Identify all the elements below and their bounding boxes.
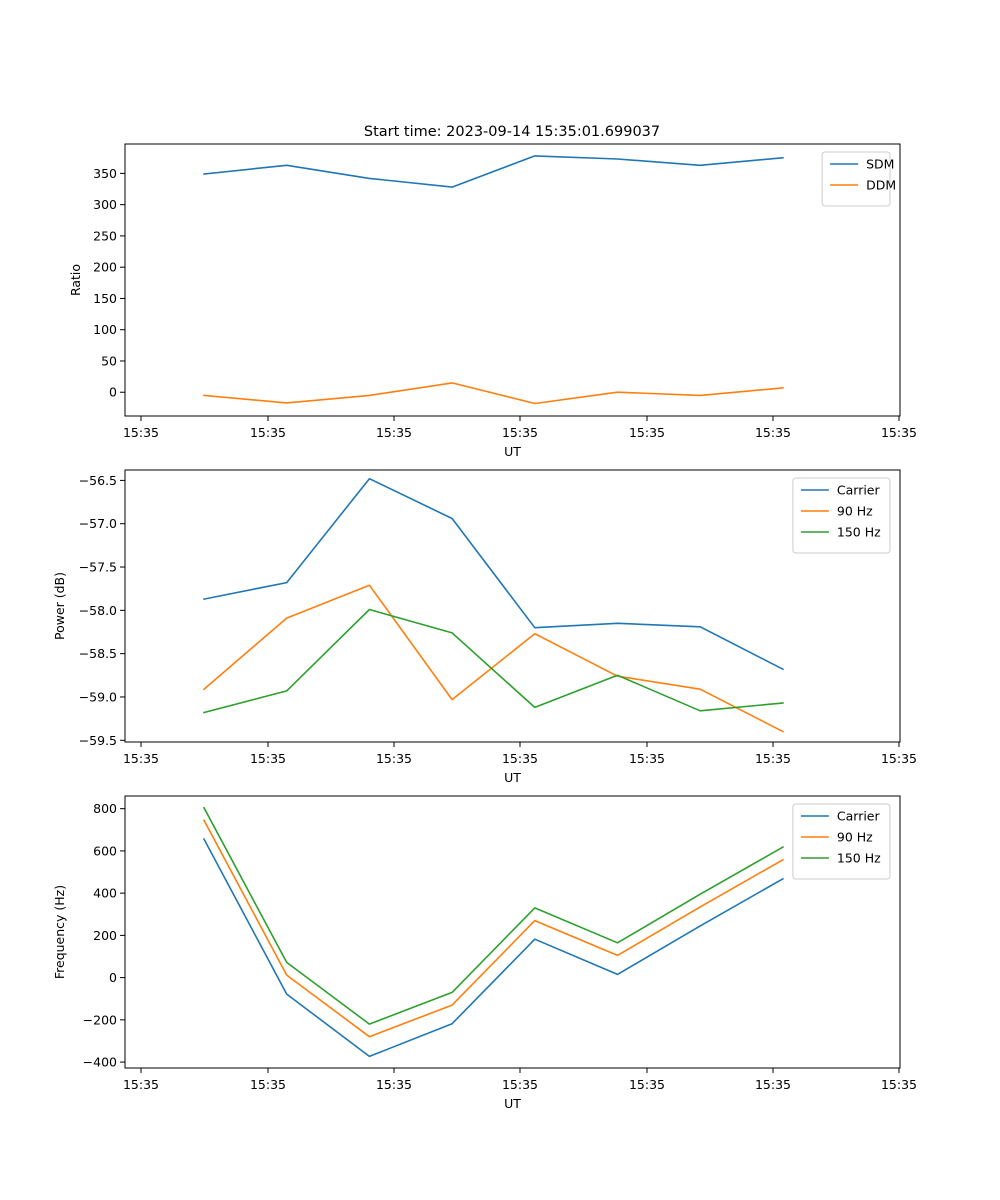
axes-frame xyxy=(124,469,901,743)
frequency-chart: 15:35 15:35 15:35 15:35 15:35 15:35 15:35 UT −40… xyxy=(52,795,917,1111)
x-tick-label: 15:35 xyxy=(250,751,286,766)
x-tick-label: 15:35 xyxy=(629,425,665,440)
legend-label: Carrier xyxy=(837,483,881,498)
y-tick-label: −57.5 xyxy=(79,560,117,575)
y-tick-label: 350 xyxy=(93,166,117,181)
x-tick-label: 15:35 xyxy=(502,751,538,766)
series-line-150-hz xyxy=(202,806,784,1025)
power-chart: 15:35 15:35 15:35 15:35 15:35 15:35 15:35 UT −59… xyxy=(52,469,917,785)
x-axis-label: UT xyxy=(504,1096,521,1111)
legend: Carrier 90 Hz 150 Hz xyxy=(792,803,891,880)
y-tick-label: 400 xyxy=(93,886,117,901)
x-tick-label: 15:35 xyxy=(123,751,159,766)
x-tick-label: 15:35 xyxy=(250,425,286,440)
series-line-sdm xyxy=(203,155,784,188)
axes-frame xyxy=(124,795,901,1069)
x-tick-label: 15:35 xyxy=(629,751,665,766)
y-axis-label: Frequency (Hz) xyxy=(52,885,67,979)
y-tick-label: −200 xyxy=(83,1012,117,1027)
y-tick-label: 0 xyxy=(109,385,117,400)
x-tick-label: 15:35 xyxy=(755,1077,791,1092)
y-tick-label: 0 xyxy=(109,970,117,985)
x-axis-label: UT xyxy=(504,444,521,459)
x-tick-label: 15:35 xyxy=(502,1077,538,1092)
y-tick-label: 600 xyxy=(93,843,117,858)
figure-title: Start time: 2023-09-14 15:35:01.699037 xyxy=(364,124,660,140)
x-tick-label: 15:35 xyxy=(629,1077,665,1092)
x-tick-label: 15:35 xyxy=(755,751,791,766)
legend-label: 90 Hz xyxy=(837,504,873,519)
legend-box xyxy=(792,803,891,880)
y-tick-label: 800 xyxy=(93,801,117,816)
x-tick-label: 15:35 xyxy=(881,751,917,766)
x-tick-label: 15:35 xyxy=(502,425,538,440)
y-tick-label: 50 xyxy=(101,353,117,368)
y-tick-label: 200 xyxy=(93,260,117,275)
y-tick-label: −56.5 xyxy=(79,473,117,488)
x-tick-label: 15:35 xyxy=(376,751,412,766)
series-line-90-hz xyxy=(202,819,784,1038)
series-line-90-hz xyxy=(202,584,784,733)
y-axis-label: Power (dB) xyxy=(52,572,67,640)
legend-box xyxy=(792,477,891,554)
y-tick-label: 250 xyxy=(93,228,117,243)
series-line-150-hz xyxy=(203,608,784,714)
legend-label: 150 Hz xyxy=(837,851,881,866)
x-tick-label: 15:35 xyxy=(250,1077,286,1092)
y-axis-label: Ratio xyxy=(68,264,83,296)
legend: SDM DDM xyxy=(821,151,896,207)
x-tick-label: 15:35 xyxy=(123,425,159,440)
ratio-chart: 15:35 15:35 15:35 15:35 15:35 15:35 15:35 UT 0 50… xyxy=(68,143,917,459)
legend-box xyxy=(821,151,891,207)
y-tick-label: 300 xyxy=(93,197,117,212)
legend-label: DDM xyxy=(866,178,896,193)
y-tick-label: −400 xyxy=(83,1055,117,1070)
x-tick-label: 15:35 xyxy=(123,1077,159,1092)
y-tick-label: −58.0 xyxy=(79,603,117,618)
x-tick-label: 15:35 xyxy=(881,1077,917,1092)
y-tick-label: −58.5 xyxy=(79,646,117,661)
x-tick-label: 15:35 xyxy=(376,1077,412,1092)
x-tick-label: 15:35 xyxy=(376,425,412,440)
legend-label: 90 Hz xyxy=(837,830,873,845)
y-tick-label: 200 xyxy=(93,928,117,943)
y-tick-label: −57.0 xyxy=(79,516,117,531)
y-tick-label: 150 xyxy=(93,291,117,306)
axes-frame xyxy=(124,143,901,417)
x-tick-label: 15:35 xyxy=(881,425,917,440)
x-axis-label: UT xyxy=(504,770,521,785)
y-tick-label: −59.0 xyxy=(79,689,117,704)
series-line-carrier xyxy=(203,477,784,671)
x-tick-label: 15:35 xyxy=(755,425,791,440)
series-line-carrier xyxy=(202,838,784,1058)
y-tick-label: −59.5 xyxy=(79,733,117,748)
legend-label: 150 Hz xyxy=(837,525,881,540)
legend-label: Carrier xyxy=(837,809,881,824)
y-tick-label: 100 xyxy=(93,322,117,337)
legend-label: SDM xyxy=(866,157,894,172)
series-line-ddm xyxy=(203,382,784,405)
legend: Carrier 90 Hz 150 Hz xyxy=(792,477,891,554)
